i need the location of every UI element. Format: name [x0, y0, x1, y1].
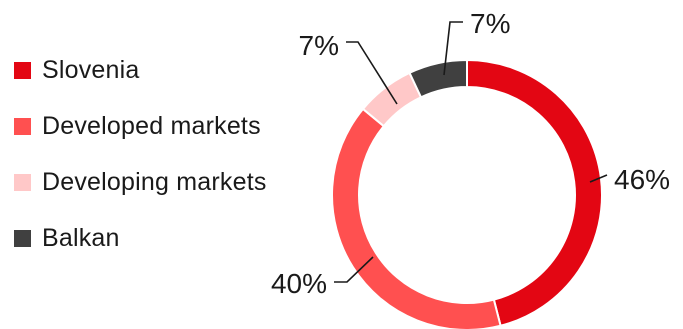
leader-line-developing-markets: [346, 41, 398, 105]
legend-label: Developed markets: [42, 111, 261, 140]
data-label-developed-markets: 40%: [271, 268, 327, 299]
legend-label: Slovenia: [42, 55, 140, 84]
legend-item-slovenia: Slovenia: [14, 42, 267, 98]
data-label-slovenia: 46%: [614, 164, 670, 195]
donut-slices: [331, 58, 603, 329]
leader-line-balkan: [443, 21, 463, 76]
leader-line-slovenia: [589, 174, 608, 183]
data-label-balkan: 7%: [470, 8, 510, 39]
leader-lines: [334, 21, 608, 283]
data-label-developing-markets: 7%: [299, 30, 339, 61]
legend-item-developing-markets: Developing markets: [14, 154, 267, 210]
slice-developed-markets: [331, 107, 502, 329]
legend-item-balkan: Balkan: [14, 210, 267, 266]
slice-slovenia: [466, 58, 603, 327]
legend-swatch: [14, 117, 31, 135]
data-labels: 46% 40% 7% 7%: [271, 8, 670, 299]
leader-line-developed-markets: [334, 256, 374, 283]
slice-balkan: [408, 58, 468, 99]
legend-swatch: [14, 229, 31, 247]
legend-label: Balkan: [42, 223, 120, 252]
legend-swatch: [14, 173, 31, 191]
legend-item-developed-markets: Developed markets: [14, 98, 267, 154]
legend: Slovenia Developed markets Developing ma…: [14, 42, 267, 266]
legend-swatch: [14, 61, 31, 79]
legend-label: Developing markets: [42, 167, 267, 196]
